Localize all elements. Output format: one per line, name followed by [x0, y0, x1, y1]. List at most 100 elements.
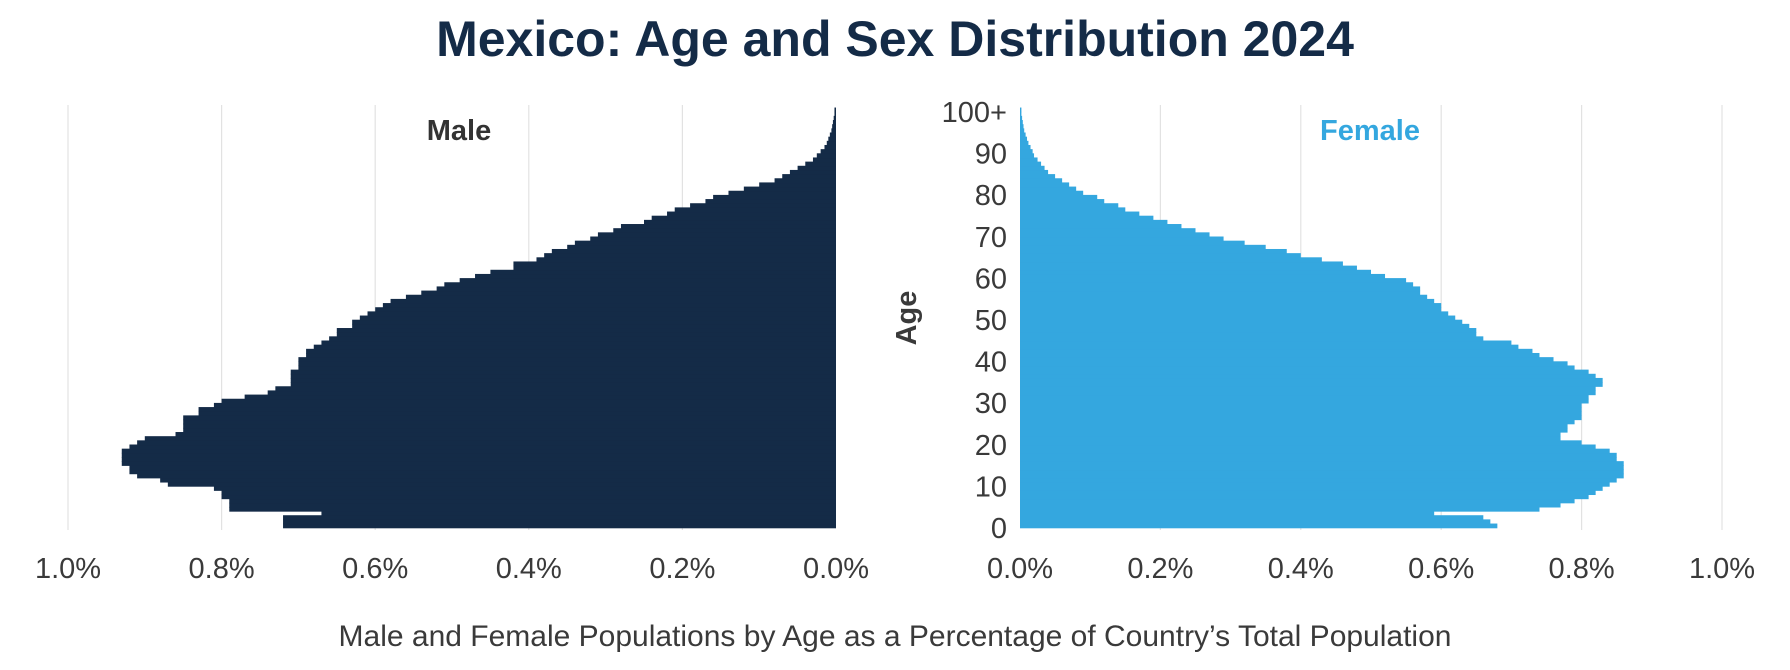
female-bar	[1020, 369, 1589, 375]
female-bar	[1020, 506, 1540, 512]
male-bar	[290, 369, 837, 375]
female-bar	[1020, 140, 1029, 146]
female-bar	[1020, 294, 1428, 300]
male-bar	[651, 215, 836, 221]
male-bar	[290, 377, 837, 383]
female-bar	[1020, 427, 1568, 433]
male-bar	[421, 290, 836, 296]
male-bar	[336, 328, 836, 333]
female-bar	[1020, 248, 1287, 254]
male-bar	[513, 261, 836, 267]
male-bar	[597, 232, 836, 238]
female-bar	[1020, 219, 1168, 225]
female-x-tick-label: 0.2%	[1127, 553, 1193, 585]
age-tick-label: 100+	[942, 97, 1007, 129]
x-axis-caption: Male and Female Populations by Age as a …	[338, 620, 1452, 653]
male-bar	[644, 219, 836, 225]
male-bar	[213, 402, 837, 408]
male-bar	[826, 140, 836, 146]
male-bar	[352, 323, 836, 329]
female-x-tick-label: 0.0%	[987, 553, 1053, 585]
male-x-tick-label: 1.0%	[35, 553, 101, 585]
male-bar	[160, 477, 836, 483]
female-bar	[1020, 390, 1596, 396]
axis-labels: 1.0% 0.8% 0.6% 0.4% 0.2% 0.0% 0.0% 0.2% 0.4% 0.6%…	[35, 97, 1755, 585]
female-bar	[1020, 303, 1442, 308]
male-bar	[221, 398, 837, 404]
male-bar	[759, 182, 836, 188]
female-bar	[1020, 386, 1596, 392]
female-bar	[1020, 365, 1575, 371]
male-bar	[436, 286, 836, 292]
female-bar	[1020, 328, 1477, 333]
male-bar	[797, 165, 836, 171]
male-bar	[832, 124, 836, 129]
female-bar	[1020, 502, 1561, 508]
female-bar	[1020, 257, 1322, 263]
female-bar	[1020, 153, 1035, 159]
female-bar	[1020, 498, 1575, 504]
female-bar	[1020, 523, 1498, 529]
male-bar	[613, 228, 836, 233]
female-bar	[1020, 465, 1624, 471]
male-bar	[267, 390, 836, 396]
male-bar	[298, 361, 836, 367]
female-bar	[1020, 440, 1582, 446]
male-bar	[183, 423, 836, 429]
female-bar	[1020, 232, 1210, 238]
male-bar	[690, 203, 836, 208]
female-bar	[1020, 473, 1624, 479]
male-bar	[774, 178, 836, 184]
female-bar	[1020, 182, 1070, 188]
female-bar	[1020, 432, 1561, 437]
male-bar	[405, 294, 836, 300]
male-bar	[167, 481, 837, 487]
female-bar	[1020, 332, 1477, 337]
male-bar	[306, 348, 837, 354]
male-x-tick-label: 0.4%	[496, 553, 562, 585]
age-tick-label: 20	[975, 430, 1007, 462]
male-bar	[275, 386, 836, 392]
male-x-tick-label: 0.2%	[649, 553, 715, 585]
male-bar	[536, 257, 836, 263]
male-bar	[137, 473, 836, 479]
female-bar	[1020, 377, 1603, 383]
male-bar	[121, 448, 836, 454]
male-bar	[674, 207, 836, 213]
male-bar	[198, 407, 836, 412]
male-bar	[121, 461, 836, 466]
female-bar	[1020, 448, 1610, 454]
male-bar	[816, 153, 836, 159]
male-bar	[834, 111, 836, 117]
male-bar	[283, 523, 836, 529]
female-bar	[1020, 265, 1357, 271]
male-bar	[831, 128, 836, 134]
male-bar	[121, 452, 836, 458]
male-bar	[121, 456, 836, 462]
male-series-label: Male	[427, 115, 491, 147]
male-bar	[129, 469, 836, 475]
female-bar	[1020, 444, 1596, 450]
female-bar	[1020, 111, 1022, 117]
female-bar	[1020, 311, 1449, 317]
male-bar	[834, 107, 836, 113]
male-bar	[824, 144, 836, 150]
female-bar	[1020, 486, 1603, 491]
male-bar	[213, 486, 837, 491]
male-bar	[183, 415, 836, 421]
female-bar	[1020, 161, 1042, 167]
female-series-label: Female	[1320, 115, 1420, 147]
male-bar	[198, 411, 836, 416]
male-bar	[283, 519, 836, 525]
male-bar	[306, 352, 837, 358]
female-bar	[1020, 282, 1414, 288]
male-bar	[175, 432, 836, 437]
male-bar	[459, 278, 836, 283]
female-bar	[1020, 319, 1463, 325]
female-x-tick-label: 0.6%	[1408, 553, 1474, 585]
male-bar	[229, 498, 836, 504]
female-bar	[1020, 278, 1407, 283]
male-bar	[828, 136, 836, 142]
male-bar	[290, 373, 837, 379]
male-bar	[129, 465, 836, 471]
